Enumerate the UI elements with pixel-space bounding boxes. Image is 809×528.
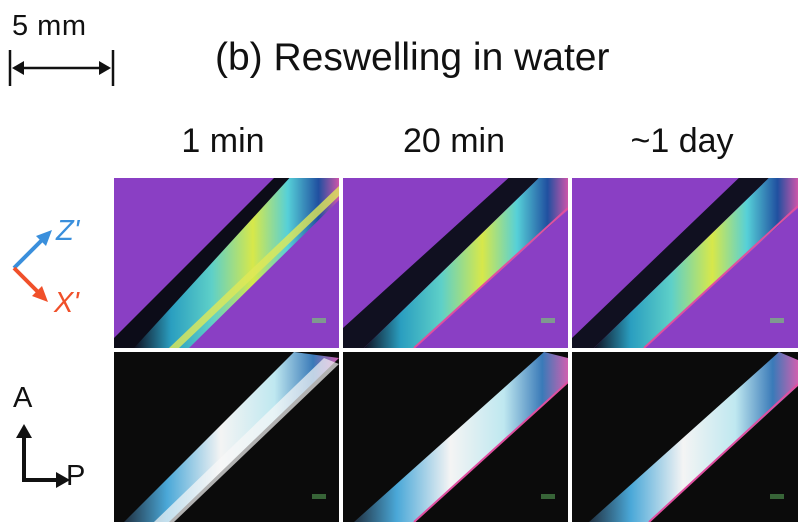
micrograph-20min-crossed (343, 178, 568, 348)
polarizer-label: P (66, 460, 86, 492)
scale-bar-arrow (8, 50, 115, 86)
figure-title: (b) Reswelling in water (215, 36, 610, 79)
micrograph-grid (114, 178, 800, 522)
polarizer-analyzer-axes-icon (16, 424, 70, 488)
column-label-20min: 20 min (402, 122, 506, 160)
column-label-1day: ~1 day (630, 122, 734, 160)
micrograph-20min-parallel (343, 352, 568, 522)
micrograph-1min-parallel (114, 352, 339, 522)
rotated-axes-icon: Z' X' (12, 215, 81, 319)
z-prime-label: Z' (55, 215, 81, 247)
micrograph-1min-crossed (114, 178, 339, 348)
micrograph-1day-parallel (572, 352, 798, 522)
micrograph-1day-crossed (572, 178, 798, 348)
analyzer-label: A (13, 382, 33, 414)
x-prime-label: X' (53, 287, 80, 319)
column-label-1min: 1 min (181, 122, 265, 160)
scale-bar-label: 5 mm (12, 10, 87, 42)
